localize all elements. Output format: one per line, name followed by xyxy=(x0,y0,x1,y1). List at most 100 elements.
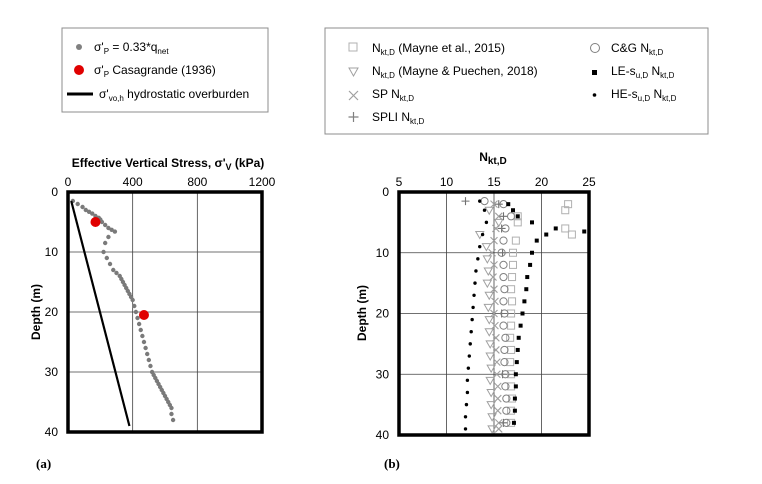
data-point-mayne-puechen xyxy=(487,425,497,434)
legend-b: Nkt,D (Mayne et al., 2015) Nkt,D (Mayne … xyxy=(324,27,709,135)
chart-b-xtick-label: 10 xyxy=(440,175,454,189)
data-point-preconsolidation xyxy=(107,261,113,267)
data-point-cg xyxy=(502,406,511,415)
data-point-cg xyxy=(500,309,509,318)
panel-label-a: (a) xyxy=(36,456,51,471)
data-point-preconsolidation xyxy=(106,234,111,240)
chart-a: Effective Vertical Stress, σ'V (kPa) 0 40… xyxy=(29,156,276,471)
data-point-preconsolidation xyxy=(141,339,147,345)
data-point-sp xyxy=(490,236,498,245)
data-point-sp xyxy=(489,273,497,281)
data-point-mayne-2015 xyxy=(513,218,522,227)
data-point-le-su xyxy=(518,323,523,328)
data-point-spli xyxy=(494,200,503,209)
data-point-cg xyxy=(507,212,516,221)
legend-a-marker-large-dot xyxy=(74,65,84,75)
data-point-mayne-puechen xyxy=(487,413,497,422)
data-point-preconsolidation xyxy=(140,333,145,339)
data-point-mayne-puechen xyxy=(481,243,492,252)
panel-label-b: (b) xyxy=(384,456,400,471)
data-point-le-su xyxy=(506,202,511,207)
data-point-spli xyxy=(461,197,470,206)
data-point-he-su xyxy=(466,366,471,370)
data-point-mayne-2015 xyxy=(508,273,517,282)
data-point-he-su xyxy=(478,199,482,203)
data-point-sp xyxy=(490,285,498,294)
data-point-mayne-puechen xyxy=(493,218,504,228)
chart-a-frame xyxy=(66,190,264,434)
data-point-le-su xyxy=(513,384,518,389)
legend-b-label-6: LE-su,D Nkt,D xyxy=(611,64,675,80)
data-point-cg xyxy=(502,394,511,403)
data-point-cg xyxy=(497,248,506,257)
data-point-he-su xyxy=(471,305,475,310)
data-point-he-su xyxy=(463,427,468,431)
data-point-le-su xyxy=(528,262,533,267)
data-point-cg xyxy=(499,297,508,306)
data-point-preconsolidation xyxy=(104,255,110,261)
legend-b-label-1: Nkt,D (Mayne et al., 2015) xyxy=(372,41,505,57)
chart-b-xtick-label: 20 xyxy=(535,175,549,189)
data-point-mayne-puechen xyxy=(486,364,497,374)
data-point-cg xyxy=(499,236,508,245)
series-hydrostatic-line xyxy=(70,200,131,427)
data-point-sp xyxy=(494,418,503,427)
data-point-preconsolidation xyxy=(86,209,92,214)
data-point-le-su xyxy=(515,347,520,352)
data-point-preconsolidation xyxy=(75,201,80,207)
data-point-preconsolidation xyxy=(102,222,108,228)
legend-b-label-5: C&G Nkt,D xyxy=(611,41,663,57)
data-point-he-su xyxy=(478,244,482,249)
data-point-le-su xyxy=(515,214,520,219)
data-point-preconsolidation xyxy=(148,363,153,369)
data-point-cg xyxy=(500,285,509,294)
data-point-preconsolidation xyxy=(136,321,142,327)
data-point-mayne-puechen xyxy=(484,316,495,325)
data-point-mayne-puechen xyxy=(482,255,493,264)
data-point-le-su xyxy=(511,420,516,425)
data-point-mayne-puechen xyxy=(485,376,496,386)
legend-b-marker-square-filled xyxy=(592,70,597,75)
data-point-preconsolidation xyxy=(135,315,140,321)
data-point-mayne-puechen xyxy=(486,388,497,398)
data-point-preconsolidation xyxy=(112,229,118,234)
data-point-mayne-puechen xyxy=(485,340,496,349)
data-point-mayne-puechen xyxy=(484,291,495,301)
data-point-he-su xyxy=(469,330,473,334)
data-point-sp xyxy=(493,406,502,415)
data-point-preconsolidation xyxy=(143,345,148,351)
data-point-preconsolidation xyxy=(169,405,174,411)
data-point-preconsolidation xyxy=(83,207,88,213)
data-point-he-su xyxy=(474,269,478,273)
data-point-mayne-2015 xyxy=(507,345,516,354)
legend-b-marker-x xyxy=(348,90,359,101)
data-point-spli xyxy=(499,212,508,221)
legend-b-label-2: Nkt,D (Mayne & Puechen, 2018) xyxy=(372,64,538,80)
chart-a-xlabel: Effective Vertical Stress, σ'V (kPa) xyxy=(72,156,265,172)
data-point-casagrande xyxy=(138,310,149,320)
chart-b-title: Nkt,D xyxy=(479,150,507,167)
chart-a-ticks: 0 400 800 1200 0 10 20 30 40 xyxy=(45,175,276,439)
data-point-sp xyxy=(492,333,500,342)
legend-b-label-3: SP Nkt,D xyxy=(372,87,414,103)
chart-b-ytick-label: 30 xyxy=(376,367,390,381)
data-point-cg xyxy=(501,370,510,379)
data-point-le-su xyxy=(513,372,518,377)
data-point-preconsolidation xyxy=(90,211,95,216)
chart-b-marks xyxy=(461,197,587,434)
data-point-mayne-2015 xyxy=(564,200,573,209)
data-point-sp xyxy=(488,248,496,257)
data-point-he-su xyxy=(468,342,472,346)
data-point-preconsolidation xyxy=(114,270,119,276)
legend-a-label-3: σ'vo,h hydrostatic overburden xyxy=(99,87,249,103)
chart-b-xtick-label: 25 xyxy=(582,175,596,189)
data-point-cg xyxy=(499,272,508,282)
data-point-preconsolidation xyxy=(133,309,139,315)
data-point-mayne-puechen xyxy=(485,352,496,362)
data-point-he-su xyxy=(465,390,470,395)
data-point-mayne-2015 xyxy=(508,297,517,306)
legend-b-label-7: HE-su,D Nkt,D xyxy=(611,87,677,103)
data-point-le-su xyxy=(516,335,521,340)
data-point-sp xyxy=(490,200,498,209)
data-point-mayne-puechen xyxy=(483,303,494,313)
